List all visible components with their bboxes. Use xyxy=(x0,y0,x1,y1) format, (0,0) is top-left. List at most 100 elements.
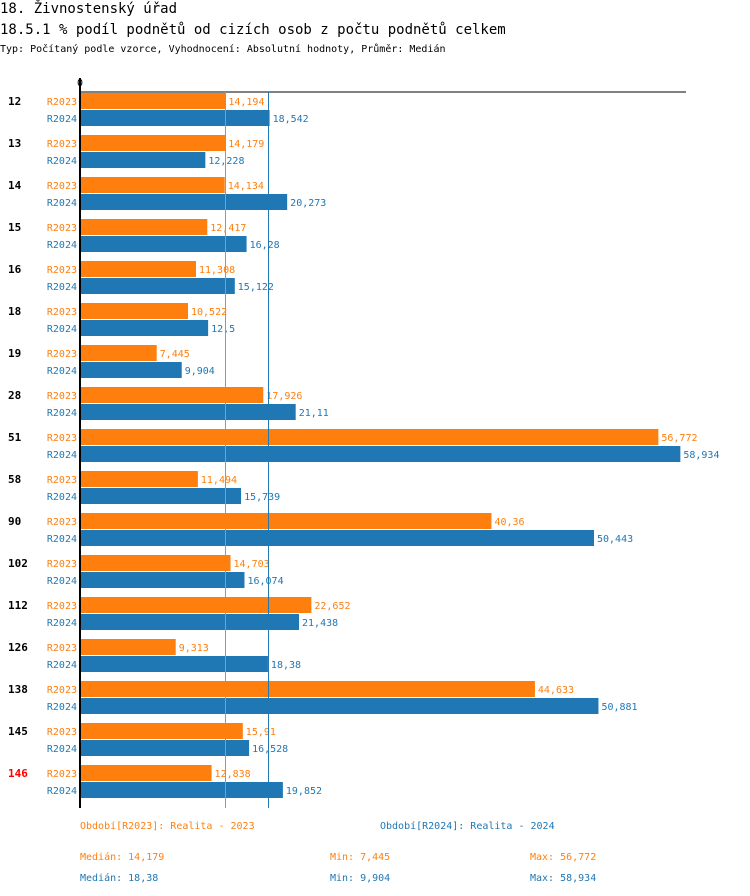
bar-r2023 xyxy=(81,177,225,193)
series-label-r2024: R2024 xyxy=(47,492,77,503)
series-label-r2024: R2024 xyxy=(47,324,77,335)
series-label-r2023: R2023 xyxy=(47,685,77,696)
bar-r2023 xyxy=(81,513,492,529)
series-label-r2023: R2023 xyxy=(47,223,77,234)
category-label: 145 xyxy=(8,725,28,738)
bar-r2024 xyxy=(81,530,595,546)
series-label-r2024: R2024 xyxy=(47,744,77,755)
data-label-r2024: 9,904 xyxy=(185,366,215,377)
bar-r2024 xyxy=(81,488,242,504)
series-label-r2024: R2024 xyxy=(47,240,77,251)
data-label-r2023: 40,36 xyxy=(494,517,524,528)
bar-r2023 xyxy=(81,471,198,487)
bar-r2024 xyxy=(81,782,283,798)
bar-r2024 xyxy=(81,404,296,420)
category-label: 112 xyxy=(8,599,28,612)
category-label: 146 xyxy=(8,767,28,780)
data-label-r2023: 14,703 xyxy=(234,559,270,570)
bar-r2023 xyxy=(81,765,212,781)
max-r2024: Max: 58,934 xyxy=(530,873,597,884)
bar-r2023 xyxy=(81,303,189,319)
data-label-r2024: 20,273 xyxy=(290,198,326,209)
data-label-r2024: 16,28 xyxy=(250,240,280,251)
bar-r2023 xyxy=(81,93,226,109)
legend-r2024: Období[R2024]: Realita - 2024 xyxy=(380,821,555,832)
chart-title: 18.5.1 % podíl podnětů od cizích osob z … xyxy=(0,22,506,38)
category-label: 28 xyxy=(8,389,21,402)
bar-r2023 xyxy=(81,681,535,697)
bar-r2024 xyxy=(81,236,247,252)
series-label-r2024: R2024 xyxy=(47,114,77,125)
data-label-r2024: 15,122 xyxy=(238,282,274,293)
data-label-r2024: 21,11 xyxy=(299,408,329,419)
bar-r2023 xyxy=(81,219,208,235)
series-label-r2023: R2023 xyxy=(47,97,77,108)
data-label-r2024: 50,443 xyxy=(597,534,633,545)
bar-r2024 xyxy=(81,614,300,630)
data-label-r2024: 21,438 xyxy=(302,618,338,629)
category-label: 126 xyxy=(8,641,28,654)
series-label-r2023: R2023 xyxy=(47,643,77,654)
bar-r2023 xyxy=(81,639,176,655)
bar-r2024 xyxy=(81,194,288,210)
data-label-r2023: 15,91 xyxy=(246,727,276,738)
series-label-r2023: R2023 xyxy=(47,181,77,192)
data-label-r2023: 10,522 xyxy=(191,307,227,318)
series-label-r2023: R2023 xyxy=(47,433,77,444)
median-r2023: Medián: 14,179 xyxy=(80,852,165,863)
data-label-r2024: 15,739 xyxy=(244,492,280,503)
series-label-r2024: R2024 xyxy=(47,156,77,167)
min-r2024: Min: 9,904 xyxy=(330,873,391,884)
bar-r2023 xyxy=(81,555,231,571)
category-label: 15 xyxy=(8,221,21,234)
data-label-r2023: 22,652 xyxy=(314,601,350,612)
category-label: 18 xyxy=(8,305,21,318)
data-label-r2023: 12,838 xyxy=(215,769,251,780)
series-label-r2023: R2023 xyxy=(47,517,77,528)
data-label-r2023: 9,313 xyxy=(179,643,209,654)
data-label-r2023: 11,494 xyxy=(201,475,237,486)
series-label-r2024: R2024 xyxy=(47,366,77,377)
series-label-r2023: R2023 xyxy=(47,349,77,360)
bar-chart: 012R202314,194R202418,54213R202314,179R2… xyxy=(8,78,719,808)
data-label-r2023: 56,772 xyxy=(661,433,697,444)
category-label: 90 xyxy=(8,515,21,528)
max-r2023: Max: 56,772 xyxy=(530,852,597,863)
category-label: 58 xyxy=(8,473,21,486)
series-label-r2024: R2024 xyxy=(47,450,77,461)
series-label-r2024: R2024 xyxy=(47,786,77,797)
series-label-r2023: R2023 xyxy=(47,727,77,738)
median-r2024: Medián: 18,38 xyxy=(80,873,159,884)
series-label-r2024: R2024 xyxy=(47,282,77,293)
series-label-r2024: R2024 xyxy=(47,198,77,209)
data-label-r2024: 12,5 xyxy=(211,324,235,335)
data-label-r2023: 11,308 xyxy=(199,265,235,276)
bar-r2024 xyxy=(81,278,235,294)
category-label: 14 xyxy=(8,179,22,192)
series-label-r2024: R2024 xyxy=(47,702,77,713)
data-label-r2024: 19,852 xyxy=(286,786,322,797)
section-title: 18. Živnostenský úřad xyxy=(0,1,178,17)
series-label-r2024: R2024 xyxy=(47,408,77,419)
series-label-r2023: R2023 xyxy=(47,769,77,780)
data-label-r2024: 18,542 xyxy=(273,114,309,125)
data-label-r2023: 14,134 xyxy=(228,181,264,192)
series-label-r2023: R2023 xyxy=(47,601,77,612)
bar-r2024 xyxy=(81,110,270,126)
data-label-r2023: 14,179 xyxy=(228,139,264,150)
min-r2023: Min: 7,445 xyxy=(330,852,391,863)
data-label-r2023: 44,633 xyxy=(538,685,574,696)
series-label-r2024: R2024 xyxy=(47,618,77,629)
data-label-r2023: 12,417 xyxy=(210,223,246,234)
bar-r2023 xyxy=(81,261,197,277)
data-label-r2024: 12,228 xyxy=(208,156,244,167)
bar-r2024 xyxy=(81,152,206,168)
category-label: 138 xyxy=(8,683,28,696)
category-label: 13 xyxy=(8,137,21,150)
bar-r2024 xyxy=(81,572,245,588)
data-label-r2024: 58,934 xyxy=(683,450,719,461)
series-label-r2024: R2024 xyxy=(47,534,77,545)
data-label-r2023: 14,194 xyxy=(228,97,264,108)
series-label-r2024: R2024 xyxy=(47,660,77,671)
series-label-r2023: R2023 xyxy=(47,139,77,150)
